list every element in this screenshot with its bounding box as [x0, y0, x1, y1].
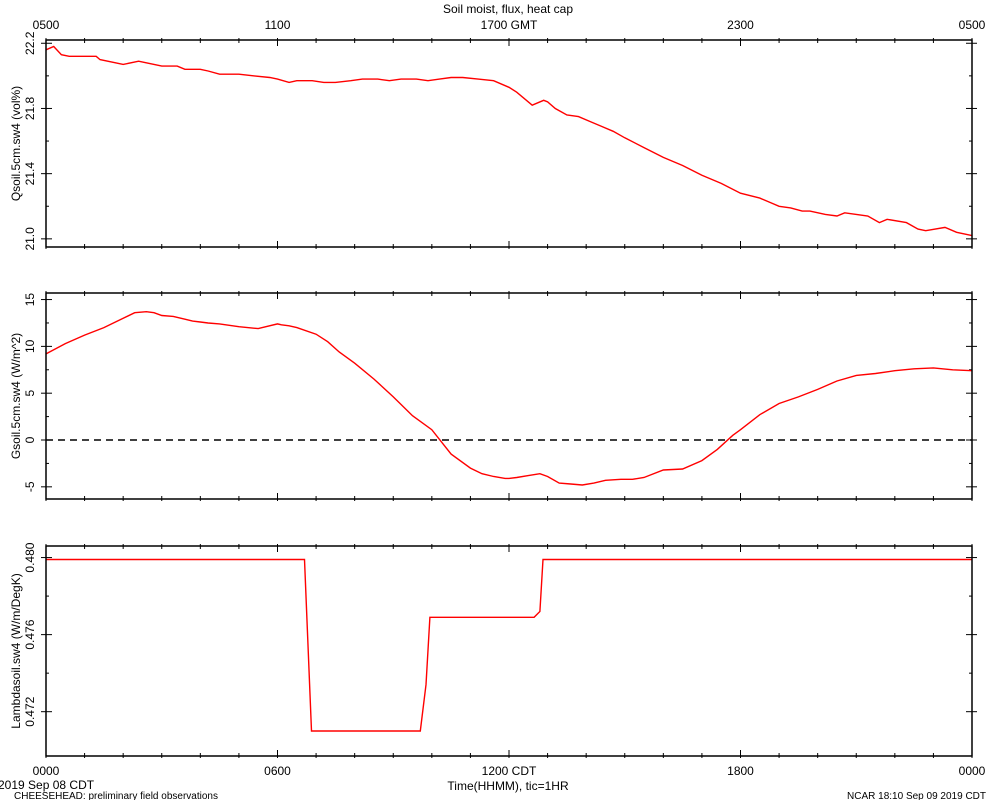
panel-frame — [45, 39, 973, 248]
series-line-Qsoil.5cm.sw4 — [45, 45, 973, 237]
top-tick-label: 1700 GMT — [481, 18, 538, 32]
y-tick-label: 0.480 — [23, 542, 37, 572]
bottom-tick-label: 0000 — [33, 764, 60, 778]
bottom-tick-label: 1800 — [727, 764, 754, 778]
panel-0: 21.0 21.4 21.8 22.2 Qsoil.5cm.sw4 (vol%) — [9, 31, 977, 251]
top-axis: 0500 1100 1700 GMT 2300 0500 — [33, 18, 986, 32]
top-tick-label: 2300 — [727, 18, 754, 32]
panel-1: -5 0 5 10 15 Gsoil.5cm.sw4 (W/m^2) — [9, 291, 977, 501]
bottom-tick-label: 0600 — [264, 764, 291, 778]
series-line-Gsoil.5cm.sw4 — [45, 310, 973, 486]
y-tick-label: 10 — [23, 339, 37, 353]
y-tick-label: 0 — [23, 436, 37, 443]
x-axis-title: Time(HHMM), tic=1HR — [447, 779, 569, 793]
chart-title: Soil moist, flux, heat cap — [443, 2, 573, 16]
top-tick-label: 1100 — [265, 18, 291, 32]
top-tick-label: 0500 — [33, 18, 60, 32]
panel-frame — [45, 545, 973, 757]
y-tick-label: 15 — [23, 293, 37, 307]
y-tick-label: 21.4 — [23, 162, 37, 186]
bottom-tick-label: 1200 CDT — [482, 764, 537, 778]
top-tick-label: 0500 — [959, 18, 986, 32]
y-tick-label: 0.472 — [23, 696, 37, 726]
y-axis-title: Gsoil.5cm.sw4 (W/m^2) — [9, 333, 23, 459]
footer-left: CHEESEHEAD: preliminary field observatio… — [14, 791, 218, 800]
y-tick-label: 22.2 — [23, 31, 37, 55]
panel-frame — [45, 292, 973, 500]
y-axis-title: Qsoil.5cm.sw4 (vol%) — [9, 86, 23, 201]
footer-right: NCAR 18:10 Sep 09 2019 CDT — [847, 791, 986, 800]
y-tick-label: 21.8 — [23, 96, 37, 120]
series-line-Lambdasoil.sw4 — [46, 558, 972, 732]
y-axis-title: Lambdasoil.sw4 (W/m/DegK) — [9, 573, 23, 728]
y-tick-label: 5 — [23, 390, 37, 397]
chart-panels: 21.0 21.4 21.8 22.2 Qsoil.5cm.sw4 (vol%) -5 0 5… — [9, 31, 977, 758]
footer-date: 2019 Sep 08 CDT — [0, 778, 95, 792]
y-tick-label: 0.476 — [23, 619, 37, 649]
bottom-axis: 0000 0600 1200 CDT 1800 0000 — [33, 764, 986, 778]
y-tick-label: -5 — [23, 481, 37, 492]
y-tick-label: 21.0 — [23, 227, 37, 251]
bottom-tick-label: 0000 — [959, 764, 986, 778]
